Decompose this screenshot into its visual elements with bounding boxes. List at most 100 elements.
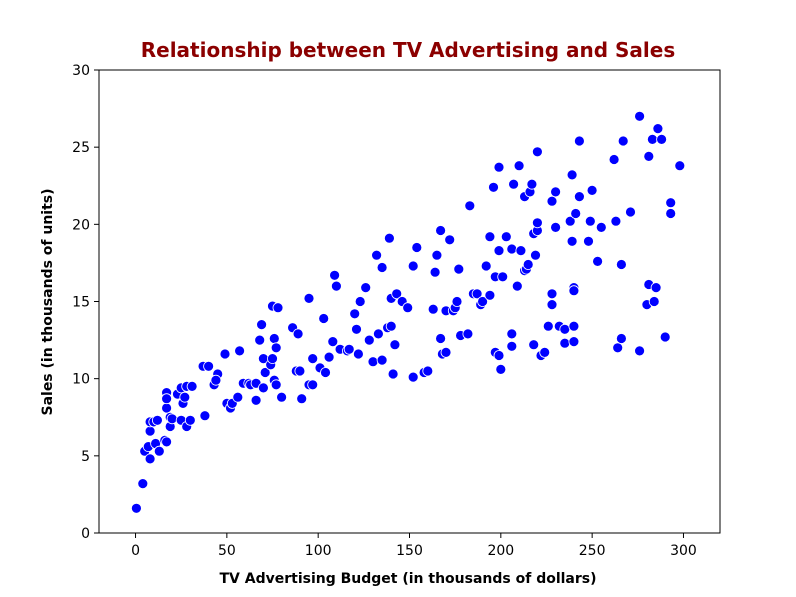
data-point xyxy=(515,245,527,257)
data-point xyxy=(391,288,403,300)
data-point xyxy=(532,217,543,229)
data-point xyxy=(495,363,507,375)
x-tick-label: 250 xyxy=(579,543,606,559)
data-point xyxy=(617,135,629,147)
data-point xyxy=(444,234,456,246)
data-points xyxy=(130,110,686,514)
data-point xyxy=(610,215,622,227)
data-point xyxy=(360,282,372,294)
data-point xyxy=(592,255,603,267)
data-point xyxy=(186,380,198,392)
data-point xyxy=(435,333,447,344)
data-point xyxy=(320,367,331,378)
data-point xyxy=(272,302,284,314)
data-point xyxy=(526,178,538,190)
x-tick-label: 50 xyxy=(218,543,236,559)
data-point xyxy=(477,296,489,307)
data-point xyxy=(648,296,660,307)
data-point xyxy=(323,351,335,363)
data-point xyxy=(566,169,578,181)
data-point xyxy=(351,323,362,335)
data-point xyxy=(550,186,561,198)
data-point xyxy=(402,302,414,314)
data-point xyxy=(564,215,576,227)
data-point xyxy=(161,402,173,414)
data-point xyxy=(595,221,607,233)
data-point xyxy=(665,208,677,219)
data-point xyxy=(257,382,269,394)
data-point xyxy=(270,342,282,354)
data-point xyxy=(179,391,191,403)
data-point xyxy=(151,414,163,426)
data-point xyxy=(234,345,246,357)
data-point xyxy=(568,320,580,332)
data-point xyxy=(506,243,518,255)
data-point xyxy=(161,436,173,448)
data-point xyxy=(267,353,278,365)
data-point xyxy=(330,280,342,292)
data-point xyxy=(354,296,366,307)
data-point xyxy=(329,269,341,281)
data-point xyxy=(659,331,671,343)
data-point xyxy=(634,110,645,122)
data-point xyxy=(153,445,165,457)
data-point xyxy=(367,356,379,368)
data-point xyxy=(296,393,308,405)
data-point xyxy=(318,313,330,324)
data-point xyxy=(568,336,580,348)
data-point xyxy=(232,391,244,403)
x-axis-label: TV Advertising Budget (in thousands of d… xyxy=(219,571,596,587)
data-point xyxy=(407,371,419,383)
data-point xyxy=(471,288,483,300)
data-point xyxy=(493,245,505,257)
data-point xyxy=(440,346,452,358)
data-point xyxy=(270,379,282,391)
data-point xyxy=(497,271,509,283)
data-point xyxy=(276,391,288,403)
data-point xyxy=(219,348,231,360)
y-tick-label: 5 xyxy=(81,449,90,465)
data-point xyxy=(584,215,596,227)
data-point xyxy=(431,249,443,261)
data-point xyxy=(422,365,434,377)
data-point xyxy=(643,150,655,162)
data-point xyxy=(372,328,384,340)
data-point xyxy=(522,259,534,270)
data-point xyxy=(665,197,677,209)
data-point xyxy=(559,323,571,335)
x-tick-label: 0 xyxy=(131,543,140,559)
data-point xyxy=(586,184,598,196)
data-point xyxy=(674,160,686,172)
data-point xyxy=(616,259,627,270)
data-point xyxy=(371,249,383,261)
data-point xyxy=(294,365,306,377)
data-point xyxy=(250,394,262,406)
data-point xyxy=(376,354,388,366)
data-point xyxy=(493,161,505,173)
data-point xyxy=(427,303,439,315)
data-point xyxy=(268,333,280,344)
x-tick-label: 300 xyxy=(670,543,697,559)
y-tick-label: 30 xyxy=(72,63,90,79)
data-point xyxy=(307,379,319,391)
data-point xyxy=(480,260,492,272)
chart-title: Relationship between TV Advertising and … xyxy=(141,38,676,62)
x-tick-label: 150 xyxy=(396,543,423,559)
data-point xyxy=(506,340,518,352)
data-point xyxy=(484,289,496,301)
data-point xyxy=(647,133,658,145)
data-point xyxy=(634,345,645,357)
y-tick-label: 20 xyxy=(72,217,90,233)
data-point xyxy=(493,350,505,361)
data-point xyxy=(411,242,423,253)
data-point xyxy=(464,200,476,212)
data-point xyxy=(453,263,465,275)
data-point xyxy=(429,266,441,278)
data-point xyxy=(530,249,541,261)
data-point xyxy=(574,191,585,203)
data-point xyxy=(608,154,620,165)
data-point xyxy=(650,282,662,294)
x-tick-label: 200 xyxy=(487,543,514,559)
data-point xyxy=(513,160,525,172)
data-point xyxy=(570,208,582,219)
